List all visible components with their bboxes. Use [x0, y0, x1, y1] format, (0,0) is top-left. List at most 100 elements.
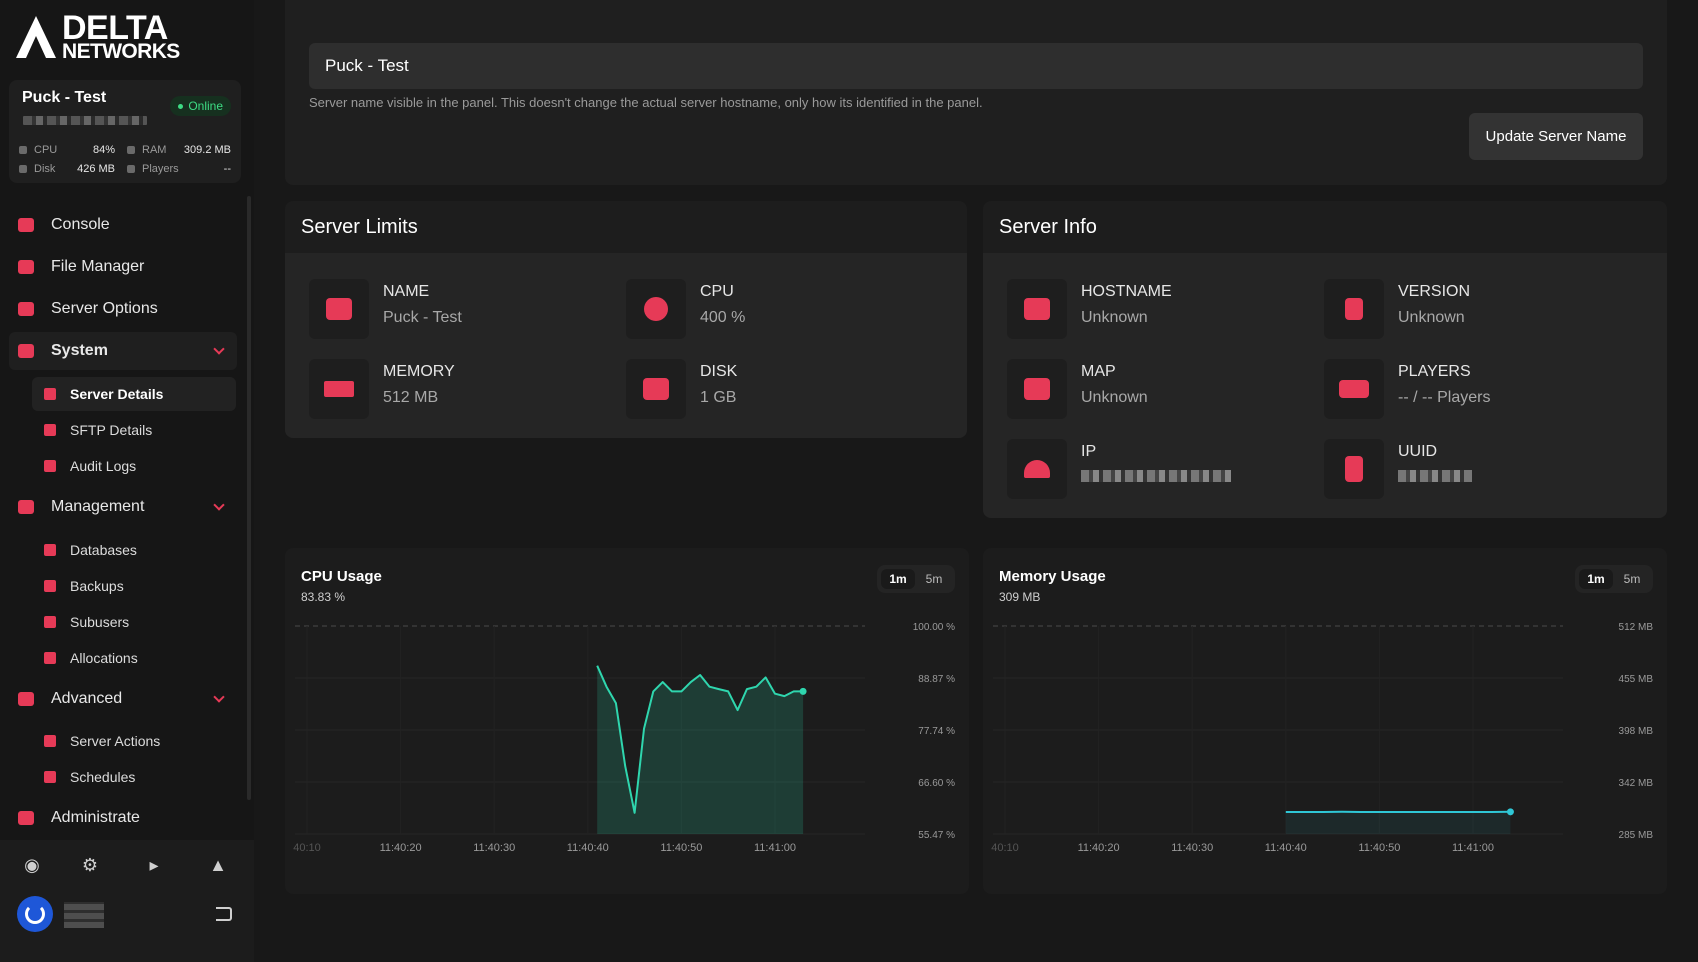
- gears-icon[interactable]: ⚙: [81, 855, 99, 875]
- y-tick-label: 55.47 %: [918, 830, 955, 841]
- x-tick-label: 11:40:30: [1171, 842, 1213, 854]
- sidebar: DELTA NETWORKS Puck - Test Online CPU 84%…: [0, 0, 254, 962]
- map-icon: [1007, 359, 1067, 419]
- sidebar-scrollbar[interactable]: [247, 196, 251, 800]
- disk-icon: [19, 165, 27, 173]
- item-label: HOSTNAME: [1081, 283, 1172, 300]
- x-tick-label: 11:40:50: [660, 842, 702, 854]
- server-limits-title: Server Limits: [285, 201, 967, 253]
- bell-icon[interactable]: ▲: [209, 855, 227, 875]
- memory-icon: [309, 359, 369, 419]
- nav-sftp-details[interactable]: SFTP Details: [32, 413, 236, 447]
- item-label: IP: [1081, 443, 1097, 460]
- gears-icon: [44, 735, 56, 747]
- range-selector: 1m 5m: [877, 565, 955, 593]
- nav-server-actions[interactable]: Server Actions: [32, 724, 236, 758]
- series-area: [1285, 811, 1511, 834]
- y-tick-label: 100.00 %: [913, 622, 955, 633]
- stat-label: RAM: [142, 144, 167, 156]
- nav-label: Backups: [70, 578, 124, 594]
- range-5m-button[interactable]: 5m: [1623, 572, 1641, 586]
- item-label: UUID: [1398, 443, 1438, 460]
- brand-logo[interactable]: DELTA NETWORKS: [14, 9, 180, 62]
- nav-databases[interactable]: Databases: [32, 533, 236, 567]
- nav-console[interactable]: Console: [9, 206, 237, 244]
- range-1m-button[interactable]: 1m: [881, 569, 915, 589]
- server-summary-card[interactable]: Puck - Test Online CPU 84% RAM 309.2 MB Di…: [9, 80, 241, 183]
- nav-subusers[interactable]: Subusers: [32, 605, 236, 639]
- chart-title: Memory Usage: [999, 568, 1106, 585]
- item-value: Puck - Test: [383, 309, 462, 326]
- chevron-down-icon: [213, 499, 225, 511]
- nav-backups[interactable]: Backups: [32, 569, 236, 603]
- nav-label: Administrate: [51, 809, 140, 826]
- x-tick-label: 11:40:40: [567, 842, 609, 854]
- nav-audit-logs[interactable]: Audit Logs: [32, 449, 236, 483]
- nav-file-manager[interactable]: File Manager: [9, 248, 237, 286]
- stat-label: CPU: [34, 144, 58, 156]
- users-icon: [127, 165, 135, 173]
- item-value: 400 %: [700, 309, 746, 326]
- y-tick-label: 455 MB: [1619, 674, 1654, 685]
- folder-icon: [18, 260, 34, 274]
- nav-system[interactable]: System: [9, 332, 237, 370]
- server-limits-card: Server Limits NAME Puck - Test CPU 400 % M…: [285, 201, 967, 438]
- stat-ram: RAM 309.2 MB: [127, 144, 231, 156]
- item-label: CPU: [700, 283, 734, 300]
- discord-icon[interactable]: ◉: [24, 855, 40, 875]
- stat-label: Players: [142, 163, 179, 175]
- stat-cpu: CPU 84%: [19, 144, 115, 156]
- stat-value: --: [223, 163, 231, 175]
- power-icon: [25, 904, 45, 924]
- x-tick-label: 11:40:40: [1265, 842, 1307, 854]
- gear-icon: [18, 692, 34, 706]
- delta-logo-icon: [16, 16, 56, 59]
- x-tick-label: 40:10: [293, 842, 321, 854]
- main-content: Server name visible in the panel. This d…: [254, 0, 1698, 962]
- nav-allocations[interactable]: Allocations: [32, 641, 236, 675]
- nav-label: Schedules: [70, 769, 136, 785]
- calendar-icon: [44, 771, 56, 783]
- boxes-icon: [44, 580, 56, 592]
- server-name-input[interactable]: [309, 43, 1643, 89]
- update-server-name-button[interactable]: Update Server Name: [1469, 113, 1643, 160]
- nav-advanced[interactable]: Advanced: [9, 680, 237, 718]
- limit-memory: MEMORY 512 MB: [309, 359, 455, 419]
- nav-label: Databases: [70, 542, 137, 558]
- server-info-card: Server Info HOSTNAME Unknown VERSION Unkno…: [983, 201, 1667, 518]
- x-tick-label: 40:10: [991, 842, 1019, 854]
- megaphone-icon[interactable]: ▸: [149, 855, 159, 875]
- nav-server-options[interactable]: Server Options: [9, 290, 237, 328]
- users-icon: [1324, 359, 1384, 419]
- x-tick-label: 11:40:50: [1358, 842, 1400, 854]
- id-badge-icon: [1324, 439, 1384, 499]
- chart-title: CPU Usage: [301, 568, 382, 585]
- nav-server-details[interactable]: Server Details: [32, 377, 236, 411]
- range-1m-button[interactable]: 1m: [1579, 569, 1613, 589]
- chart-icon: [44, 388, 56, 400]
- range-5m-button[interactable]: 5m: [925, 572, 943, 586]
- brand-line1: DELTA: [62, 9, 168, 47]
- item-label: DISK: [700, 363, 738, 380]
- item-value: Unknown: [1081, 389, 1148, 406]
- tools-icon: [18, 500, 34, 514]
- server-address-redacted: [23, 116, 147, 125]
- avatar[interactable]: [17, 896, 53, 932]
- nav-label: Subusers: [70, 614, 130, 630]
- y-tick-label: 398 MB: [1619, 726, 1654, 737]
- nav-schedules[interactable]: Schedules: [32, 760, 236, 794]
- info-hostname: HOSTNAME Unknown: [1007, 279, 1172, 339]
- y-tick-label: 342 MB: [1619, 778, 1654, 789]
- item-label: NAME: [383, 283, 430, 300]
- nav-management[interactable]: Management: [9, 488, 237, 526]
- item-value: Unknown: [1398, 309, 1465, 326]
- latest-point-marker: [1506, 808, 1514, 816]
- server-name-help: Server name visible in the panel. This d…: [309, 95, 983, 110]
- nav-administrate[interactable]: Administrate: [9, 799, 237, 837]
- nav-label: Management: [51, 498, 145, 515]
- logout-icon[interactable]: [216, 907, 232, 921]
- nav-label: Audit Logs: [70, 458, 137, 474]
- info-map: MAP Unknown: [1007, 359, 1148, 419]
- item-value: 512 MB: [383, 389, 439, 406]
- stat-label: Disk: [34, 163, 56, 175]
